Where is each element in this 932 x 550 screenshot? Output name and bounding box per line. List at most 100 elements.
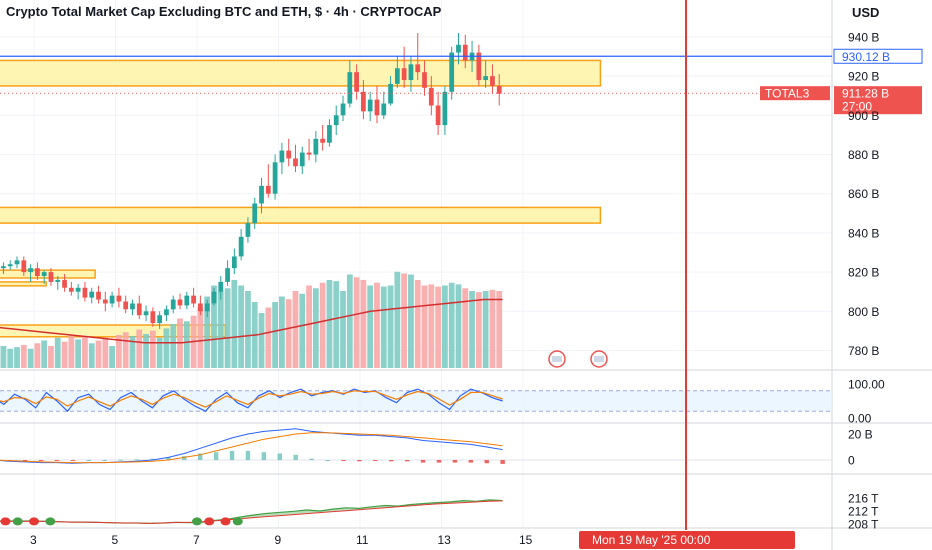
- macd-histogram-bar: [309, 458, 314, 460]
- price-axis-label: 920 B: [848, 70, 879, 84]
- candle-body: [361, 91, 366, 112]
- macd-histogram-bar: [452, 460, 458, 463]
- candle: [496, 74, 502, 106]
- price-axis-label: 780 B: [848, 344, 879, 358]
- candle-body: [496, 85, 502, 94]
- candle-body: [401, 68, 407, 81]
- candle-body: [157, 315, 163, 324]
- candle: [374, 85, 380, 124]
- volume-bar: [272, 302, 278, 368]
- macd-histogram-bar: [261, 452, 267, 460]
- last-price-box: [834, 86, 922, 115]
- volume-bar: [258, 313, 265, 368]
- candle-body: [177, 299, 183, 306]
- candle-body: [109, 295, 115, 304]
- price-axis-label: 940 B: [848, 30, 879, 44]
- lower-signal-dot: [12, 517, 23, 526]
- candle: [62, 274, 67, 292]
- candle-body: [374, 99, 380, 116]
- volume-bar: [428, 284, 435, 368]
- stochastic-axis-label: 100.00: [848, 378, 885, 392]
- volume-bar: [265, 307, 272, 368]
- candle-body: [415, 64, 421, 73]
- volume-bar: [306, 285, 312, 368]
- lower-signal-dot: [29, 517, 39, 526]
- candle-body: [462, 44, 468, 61]
- price-axis-label: 840 B: [848, 226, 879, 240]
- candle: [184, 291, 190, 310]
- candle: [428, 76, 434, 116]
- candle: [41, 270, 47, 284]
- time-axis-label: 13: [438, 533, 452, 547]
- candle-body: [21, 260, 27, 273]
- candle: [225, 260, 230, 286]
- cursor-time-box: [579, 531, 795, 549]
- candle-body: [96, 291, 101, 300]
- candle-body: [340, 103, 346, 116]
- volume-bar: [496, 291, 503, 368]
- volume-bar: [41, 340, 48, 368]
- macd-histogram-bar: [436, 460, 442, 463]
- candle: [143, 305, 149, 322]
- candle-body: [1, 266, 6, 269]
- macd-histogram-bar: [150, 458, 155, 460]
- macd-signal-line: [0, 432, 503, 464]
- macd-histogram-bar: [22, 460, 28, 461]
- candle: [381, 91, 387, 120]
- support-resistance-zone: [0, 269, 96, 279]
- flag-event-icon-fill: [552, 356, 562, 362]
- candle: [35, 262, 40, 280]
- candle-body: [130, 303, 135, 310]
- volume-bar: [380, 286, 387, 368]
- candle: [218, 276, 224, 300]
- macd-histogram-bar: [54, 460, 60, 461]
- volume-bar: [27, 348, 34, 368]
- macd-histogram-bar: [468, 460, 473, 463]
- candle: [211, 287, 217, 306]
- candle-body: [367, 99, 373, 112]
- time-axis-label: 7: [193, 533, 200, 547]
- candle-body: [225, 268, 230, 282]
- macd-histogram-bar: [388, 460, 394, 462]
- lower-signal-dot: [0, 517, 11, 526]
- candle-body: [143, 311, 149, 316]
- candle-body: [442, 91, 448, 126]
- volume-bar: [353, 277, 360, 368]
- candle-body: [123, 301, 129, 310]
- candle: [157, 311, 163, 329]
- candle: [408, 56, 414, 92]
- volume-bar: [7, 348, 14, 368]
- candle: [367, 91, 373, 122]
- volume-bar: [340, 291, 346, 368]
- currency-button[interactable]: USD: [852, 5, 880, 20]
- candle-body: [252, 203, 258, 224]
- candle-body: [28, 268, 33, 273]
- macd-histogram-bar: [325, 460, 330, 461]
- volume-bar: [0, 346, 7, 368]
- lower-signal-dot: [220, 517, 231, 526]
- candle-body: [435, 105, 441, 126]
- volume-bar: [48, 346, 54, 368]
- candle: [198, 295, 203, 316]
- time-axis-label: 5: [112, 533, 119, 547]
- candle: [442, 85, 448, 135]
- macd-histogram-bar: [102, 460, 107, 461]
- candle-body: [41, 272, 47, 277]
- macd-axis-label: 0: [848, 454, 855, 468]
- volume-bar: [435, 286, 441, 368]
- volume-bar: [88, 343, 95, 368]
- candle: [272, 154, 278, 200]
- candle-body: [116, 295, 122, 302]
- price-axis-label: 900 B: [848, 109, 879, 123]
- support-resistance-zone: [0, 281, 47, 287]
- candle: [55, 276, 61, 290]
- macd-histogram-bar: [420, 460, 426, 463]
- candle: [170, 295, 176, 314]
- candle: [422, 60, 427, 96]
- volume-bar: [68, 335, 75, 368]
- candle: [320, 125, 326, 151]
- candle-body: [483, 76, 489, 81]
- macd-histogram-bar: [38, 460, 44, 461]
